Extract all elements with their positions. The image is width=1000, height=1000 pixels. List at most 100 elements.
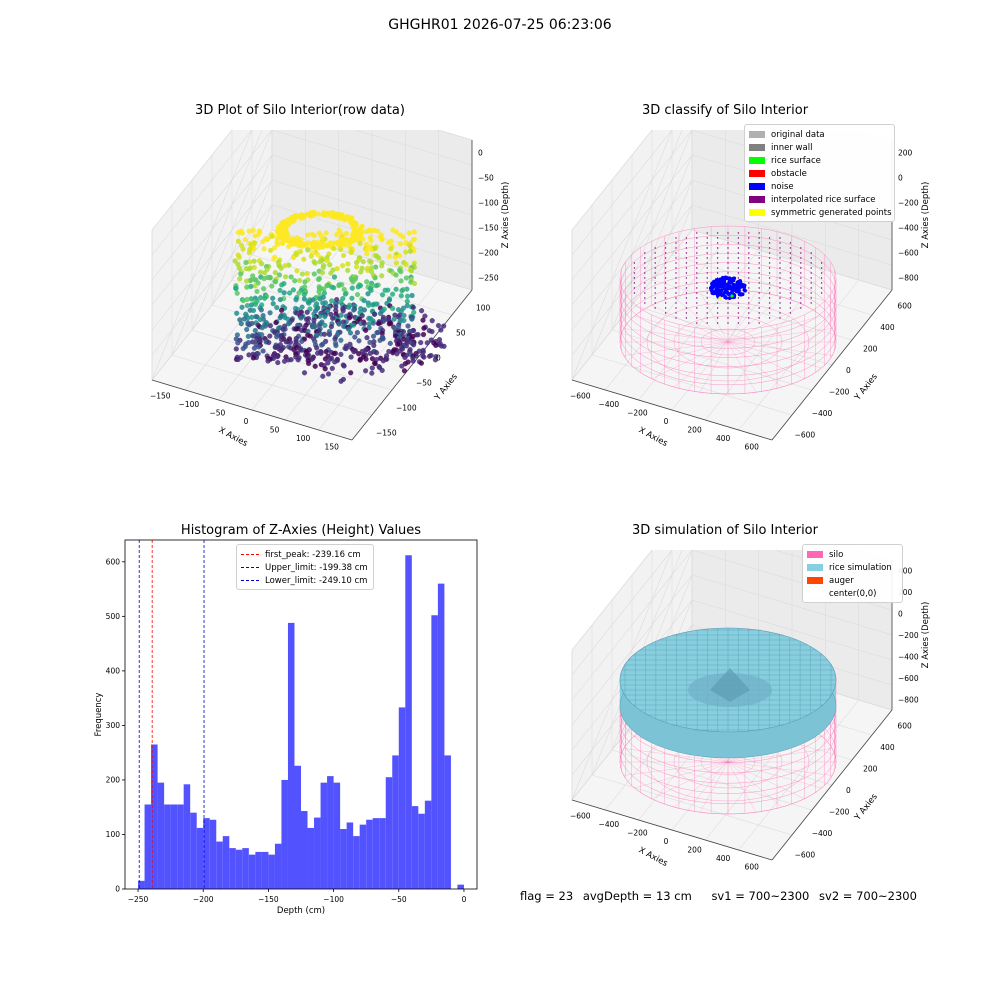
p2-xtick-label: 600 [745,443,760,452]
p2-ztick-label: −400 [898,224,919,233]
p4-xtick-label: −400 [599,820,620,829]
histogram-bar [366,819,373,889]
p2-xtick-label: −400 [599,400,620,409]
histogram-bar [385,777,393,889]
histogram-ytick-label: 400 [106,666,121,675]
histogram-bar [190,812,197,889]
legend-entry: first_peak: -239.16 cm [241,548,368,561]
p2-ytick-label: 0 [846,366,851,375]
p1-xtick-label: 150 [325,443,340,452]
p1-ztick-label: −150 [478,224,499,233]
legend-label: inner wall [771,142,813,153]
histogram-bar [248,854,256,889]
p1-xtick-label: −50 [210,408,226,417]
p4-xtick-label: 0 [664,837,669,846]
legend-entry: Upper_limit: -199.38 cm [241,561,368,574]
legend-entry: silo [807,548,897,561]
histogram-bar [294,765,301,889]
p4-zlabel: Z Axies (Depth) [921,602,931,669]
legend-line [241,567,259,568]
legend-swatch [749,131,765,138]
legend-label: silo [829,549,844,560]
p4-ztick-label: −800 [898,695,919,704]
histogram-xtick-label: −150 [258,895,279,904]
p4-xlabel: X Axies [637,845,670,869]
p4-ylabel: Y Axies [852,792,880,824]
p2-xtick-label: 0 [664,417,669,426]
histogram-bar [372,818,380,889]
p4-ytick-label: 200 [863,765,878,774]
p4-ztick-label: −200 [898,631,919,640]
legend-entry: noise [749,180,889,193]
panel1-title: 3D Plot of Silo Interior(row data) [195,103,405,118]
legend-swatch [807,590,823,597]
sv2-text: sv2 = 700~2300 [819,889,917,903]
p4-ztick-label: 400 [898,567,913,576]
legend-swatch [749,196,765,203]
histogram-ytick-label: 500 [106,612,121,621]
histogram-xtick-label: −200 [193,895,214,904]
p1-ytick-label: −150 [376,429,397,438]
histogram-ytick-label: 200 [106,775,121,784]
histogram-bar [151,744,158,889]
legend-swatch [749,144,765,151]
histogram-bar [255,851,262,889]
legend-label: Lower_limit: -249.10 cm [265,575,368,586]
p4-xtick-label: 600 [745,863,760,872]
p2-ticks: −600 −400 −200 0 200 400 600 −600 −400 −200 0 200 40… [570,149,931,452]
p1-ztick-label: −250 [478,274,499,283]
p1-xtick-label: 50 [270,426,280,435]
legend-label: rice simulation [829,562,892,573]
p1-ylabel: Y Axies [432,372,460,404]
p4-ztick-label: 0 [898,610,903,619]
legend-entry: symmetric generated points [749,206,892,219]
histogram-bar [424,800,432,889]
histogram-bar [261,851,269,889]
histogram-ytick-label: 100 [106,830,121,839]
legend-swatch [807,564,823,571]
p2-xtick-label: 200 [687,426,702,435]
p2-interpolated-points [633,232,823,324]
p4-ztick-label: −400 [898,652,919,661]
p1-xtick-label: 100 [296,434,311,443]
p2-ytick-label: −200 [829,387,850,396]
p2-ztick-label: 0 [898,174,903,183]
p2-ytick-label: −600 [795,430,816,439]
p1-zlabel: Z Axies (Depth) [501,182,510,249]
histogram-bar [411,806,419,889]
histogram-bar [235,849,243,889]
legend-swatch [749,157,765,164]
p1-ztick-label: −200 [478,249,499,258]
histogram-bar [320,782,328,889]
p2-xlabel: X Axies [637,425,670,449]
histogram-bar [209,819,217,889]
legend-entry: rice surface [749,154,889,167]
histogram-bar [379,818,386,889]
histogram-bar [216,841,223,889]
panel4-title: 3D simulation of Silo Interior [632,523,818,538]
legend-entry: Lower_limit: -249.10 cm [241,574,368,587]
legend-label: auger [829,575,854,586]
histogram-xtick-label: 0 [462,895,467,904]
histogram-bar [222,836,230,889]
p1-ytick-label: −100 [396,404,417,413]
flag-text: flag = 23 [520,889,574,903]
legend-line [241,554,259,555]
p4-ytick-label: −200 [829,807,850,816]
p1-ytick-label: 50 [456,329,466,338]
p1-ytick-label: 100 [476,304,491,313]
p1-scatter-points [232,209,447,384]
histogram-bar [242,848,249,889]
histogram-bar [431,615,438,889]
p4-ztick-label: 200 [898,588,913,597]
histogram-xtick-label: −250 [128,895,149,904]
histogram-bar [398,707,406,889]
legend-swatch [807,577,823,584]
histogram-bar [359,824,367,889]
p4-ytick-label: −600 [795,850,816,859]
histogram-bar [177,804,184,889]
p2-ytick-label: 400 [880,323,895,332]
p1-ztick-label: 0 [478,149,483,158]
histogram-bar [281,779,288,889]
histogram-bar [287,622,295,889]
